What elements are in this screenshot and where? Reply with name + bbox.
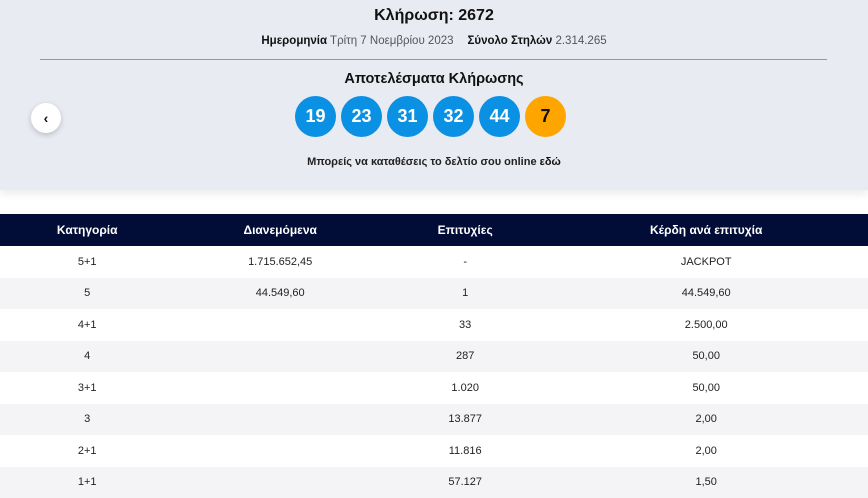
table-cell: 57.127 [386, 467, 544, 498]
table-cell [174, 404, 386, 436]
previous-draw-button[interactable]: ‹ [31, 103, 61, 133]
table-cell [174, 309, 386, 341]
table-cell: - [386, 246, 544, 278]
columns-label: Σύνολο Στηλών [468, 35, 553, 47]
table-cell: 1,50 [544, 467, 868, 498]
table-cell: 4+1 [0, 309, 174, 341]
number-ball: 23 [341, 96, 382, 137]
date-value: Τρίτη 7 Νοεμβρίου 2023 [330, 35, 453, 47]
online-link[interactable]: εδώ [540, 156, 561, 168]
table-cell: 44.549,60 [544, 278, 868, 310]
table-cell: 1.715.652,45 [174, 246, 386, 278]
number-ball: 31 [387, 96, 428, 137]
table-cell: 1 [386, 278, 544, 310]
draw-summary: Κλήρωση: 2672 Ημερομηνία Τρίτη 7 Νοεμβρί… [0, 0, 868, 190]
table-cell: JACKPOT [544, 246, 868, 278]
table-cell: 2,00 [544, 435, 868, 467]
table-cell: 287 [386, 341, 544, 373]
col-category: Κατηγορία [0, 214, 174, 246]
columns-value: 2.314.265 [555, 35, 606, 47]
divider [40, 59, 827, 60]
table-cell [174, 372, 386, 404]
table-cell [174, 435, 386, 467]
table-cell: 5 [0, 278, 174, 310]
chevron-left-icon: ‹ [44, 110, 49, 126]
table-cell [174, 341, 386, 373]
table-cell [174, 467, 386, 498]
table-cell: 1+1 [0, 467, 174, 498]
prize-table: Κατηγορία Διανεμόμενα Επιτυχίες Κέρδη αν… [0, 214, 868, 498]
online-text: Μπορείς να καταθέσεις το δελτίο σου onli… [307, 156, 539, 168]
col-prize: Κέρδη ανά επιτυχία [544, 214, 868, 246]
table-header: Κατηγορία Διανεμόμενα Επιτυχίες Κέρδη αν… [0, 214, 868, 246]
table-cell: 3+1 [0, 372, 174, 404]
draw-meta: Ημερομηνία Τρίτη 7 Νοεμβρίου 2023 Σύνολο … [0, 35, 868, 47]
table-cell: 50,00 [544, 372, 868, 404]
table-cell: 2,00 [544, 404, 868, 436]
bonus-ball: 7 [525, 96, 566, 137]
table-cell: 2.500,00 [544, 309, 868, 341]
table-cell: 13.877 [386, 404, 544, 436]
table-cell: 33 [386, 309, 544, 341]
col-distributed: Διανεμόμενα [174, 214, 386, 246]
table-cell: 4 [0, 341, 174, 373]
table-cell: 44.549,60 [174, 278, 386, 310]
number-ball: 44 [479, 96, 520, 137]
table-cell: 3 [0, 404, 174, 436]
date-label: Ημερομηνία [261, 35, 327, 47]
number-ball: 19 [295, 96, 336, 137]
results-title: Αποτελέσματα Κλήρωσης [0, 71, 868, 87]
table-cell: 1.020 [386, 372, 544, 404]
online-note: Μπορείς να καταθέσεις το δελτίο σου onli… [0, 156, 868, 168]
col-winners: Επιτυχίες [386, 214, 544, 246]
table-cell: 5+1 [0, 246, 174, 278]
table-cell: 2+1 [0, 435, 174, 467]
draw-title: Κλήρωση: 2672 [0, 7, 868, 25]
winning-numbers: 19 23 31 32 44 7 [295, 96, 566, 137]
table-cell: 11.816 [386, 435, 544, 467]
table-cell: 50,00 [544, 341, 868, 373]
number-ball: 32 [433, 96, 474, 137]
